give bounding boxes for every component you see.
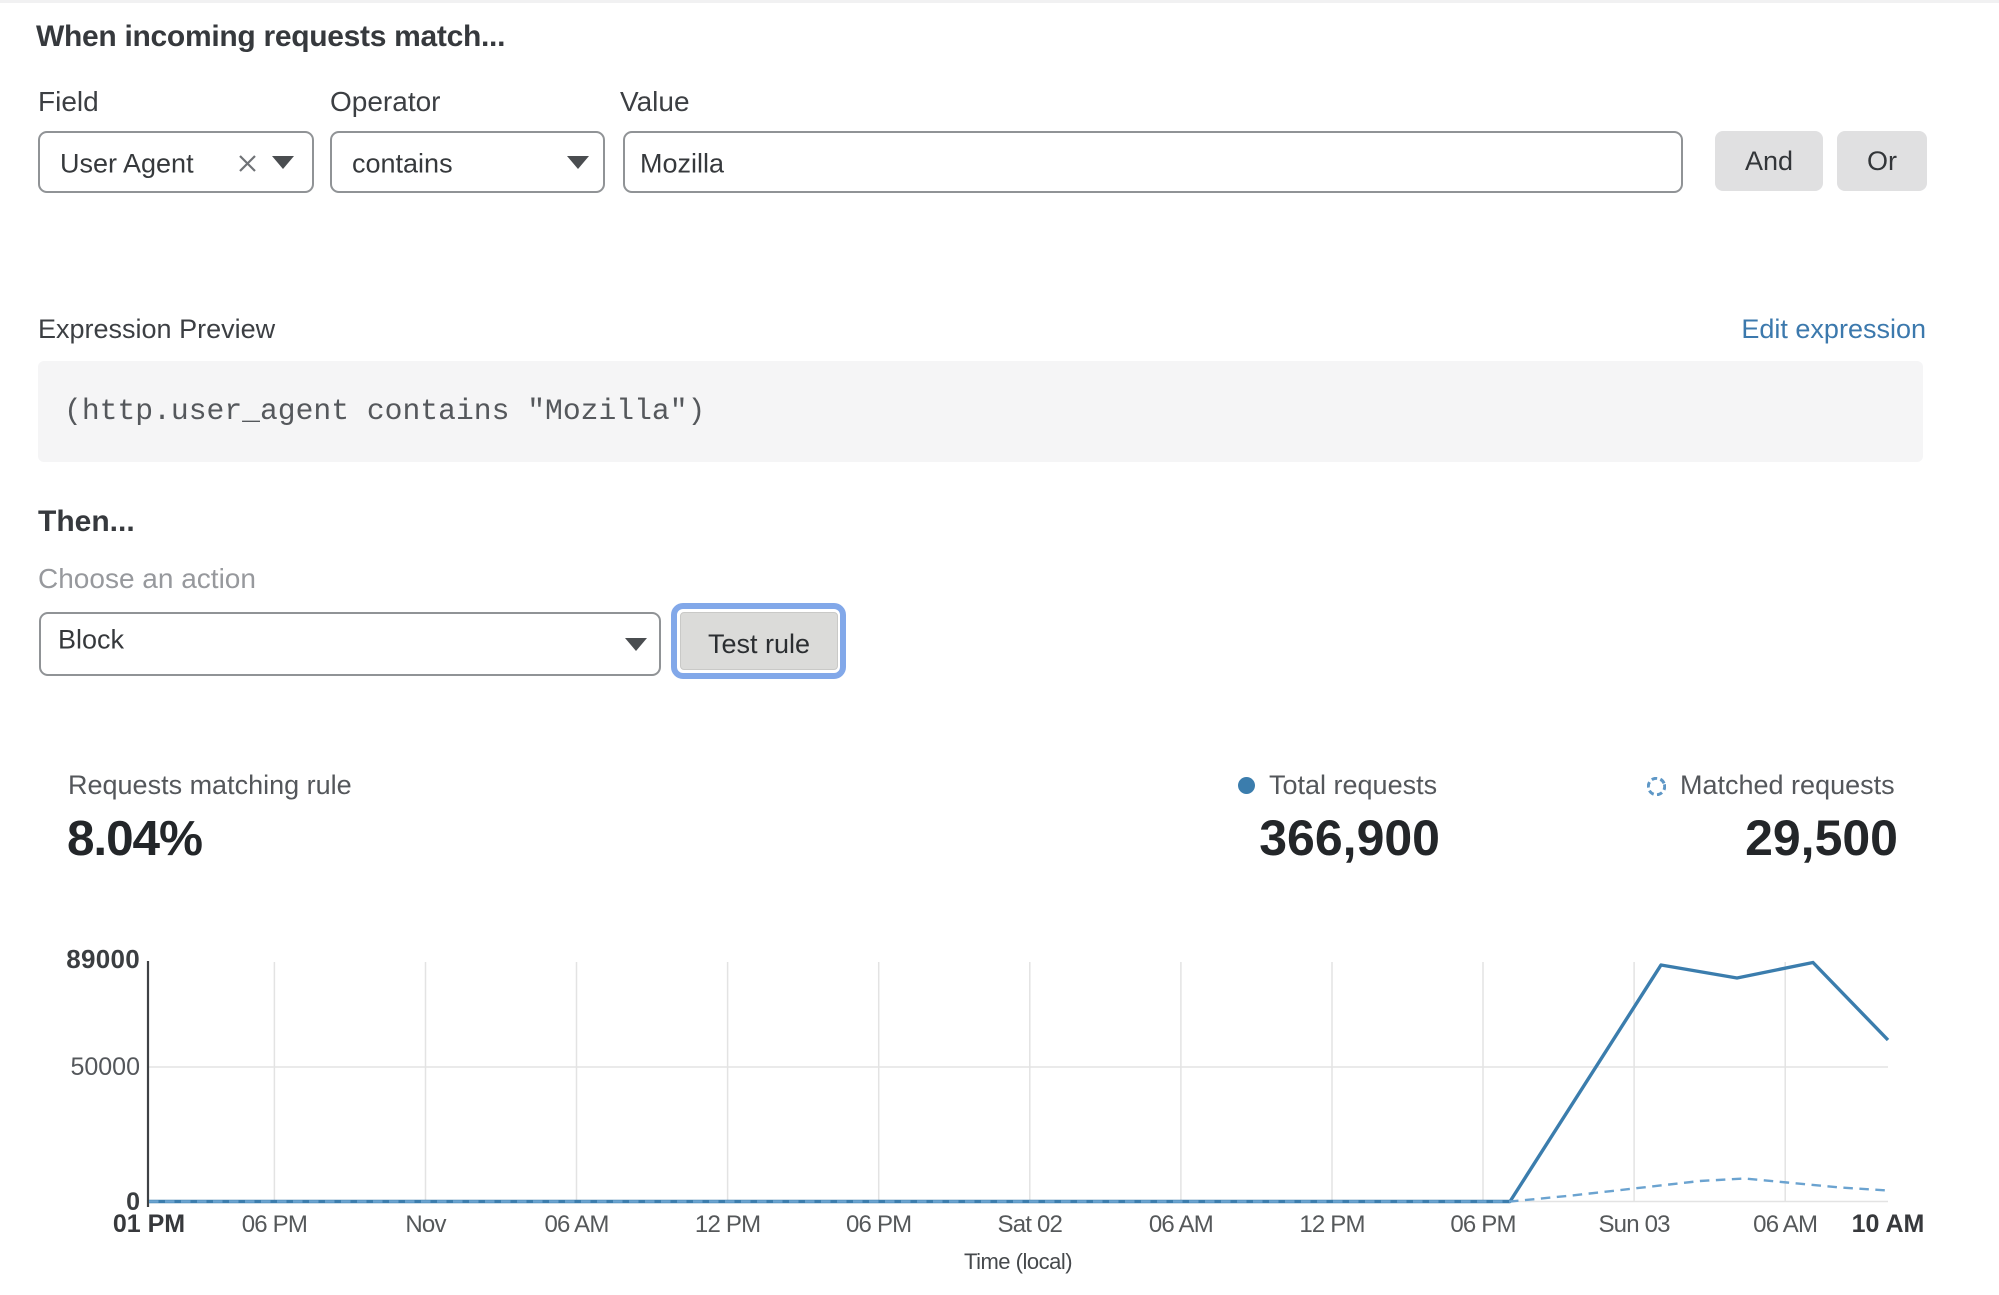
svg-text:06 PM: 06 PM bbox=[846, 1211, 911, 1238]
svg-text:06 PM: 06 PM bbox=[1450, 1211, 1515, 1238]
svg-text:10 AM: 10 AM bbox=[1852, 1210, 1925, 1238]
svg-text:50000: 50000 bbox=[70, 1053, 140, 1081]
svg-text:89000: 89000 bbox=[66, 944, 140, 974]
svg-text:01 PM: 01 PM bbox=[113, 1210, 185, 1238]
svg-text:0: 0 bbox=[126, 1188, 140, 1216]
svg-text:06 AM: 06 AM bbox=[1753, 1211, 1817, 1238]
svg-text:06 AM: 06 AM bbox=[544, 1211, 608, 1238]
svg-text:12 PM: 12 PM bbox=[1299, 1211, 1364, 1238]
svg-text:06 AM: 06 AM bbox=[1149, 1211, 1213, 1238]
svg-text:06 PM: 06 PM bbox=[242, 1211, 307, 1238]
svg-text:Sat 02: Sat 02 bbox=[998, 1211, 1063, 1238]
svg-text:Sun 03: Sun 03 bbox=[1598, 1211, 1670, 1238]
svg-text:12 PM: 12 PM bbox=[695, 1211, 760, 1238]
svg-text:Nov: Nov bbox=[405, 1211, 446, 1238]
svg-text:Time (local): Time (local) bbox=[964, 1249, 1072, 1274]
